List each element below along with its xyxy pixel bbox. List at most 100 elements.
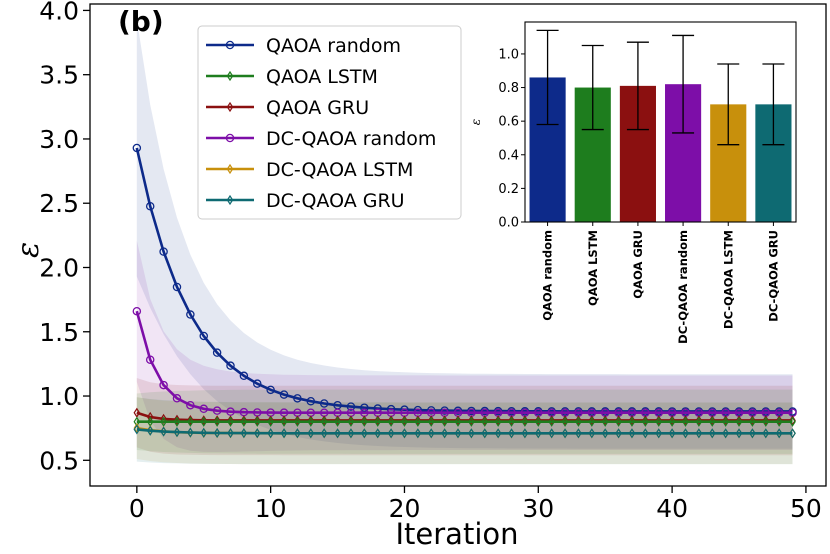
data-point — [200, 415, 208, 426]
legend-item: QAOA random — [206, 35, 401, 57]
data-point — [762, 415, 770, 426]
data-point — [655, 416, 663, 427]
legend-marker — [226, 70, 234, 82]
data-point — [199, 404, 208, 414]
x-tick-label: 10 — [255, 494, 287, 523]
y-tick-label: 3.0 — [39, 125, 79, 154]
data-point — [293, 394, 302, 403]
data-point — [695, 428, 703, 439]
data-point — [642, 415, 649, 426]
data-point — [735, 428, 743, 439]
data-point — [789, 416, 796, 427]
data-point — [279, 390, 289, 399]
y-axis-title: ε — [11, 242, 46, 258]
data-point — [266, 385, 275, 395]
legend-label: DC-QAOA LSTM — [266, 159, 413, 181]
data-point — [146, 425, 154, 436]
error-bar — [762, 63, 785, 146]
series-dc-qaoa-gru — [133, 424, 796, 439]
data-point — [561, 416, 569, 427]
data-point — [735, 416, 743, 427]
y-tick-label: 0.5 — [39, 446, 79, 475]
data-point — [213, 427, 221, 439]
inset-x-tick-label: QAOA random — [541, 230, 555, 321]
data-point — [253, 428, 261, 439]
data-point — [508, 416, 515, 427]
data-point — [133, 424, 141, 435]
data-point — [226, 407, 235, 416]
data-point — [240, 416, 248, 427]
data-point — [200, 427, 208, 438]
data-point — [427, 416, 435, 427]
data-point — [401, 428, 408, 439]
data-point — [642, 416, 649, 427]
data-point — [615, 428, 622, 439]
data-point — [227, 415, 234, 426]
legend-item: QAOA GRU — [206, 97, 369, 119]
data-point — [374, 416, 382, 427]
data-point — [334, 416, 341, 427]
data-point — [414, 416, 422, 427]
data-point — [172, 394, 182, 403]
data-point — [521, 416, 529, 427]
y-tick-label: 1.5 — [39, 318, 79, 347]
error-bar — [536, 29, 559, 126]
data-point — [481, 428, 489, 439]
error-bar — [672, 34, 695, 134]
main-series-lines — [132, 143, 797, 439]
inset-bar-chart: QAOA random QAOA LSTM QAOA GRU DC-QAOA rand… — [468, 8, 816, 344]
data-point — [267, 416, 274, 427]
data-point — [494, 415, 502, 426]
data-point — [361, 416, 368, 427]
inset-x-tick-label: QAOA GRU — [631, 230, 645, 299]
data-point — [320, 428, 328, 439]
y-tick-label: 2.0 — [39, 253, 79, 282]
legend-marker — [225, 40, 235, 50]
data-point — [642, 428, 649, 439]
legend-label: QAOA LSTM — [266, 66, 378, 88]
data-point — [307, 416, 315, 427]
data-point — [172, 282, 182, 292]
inset-y-tick-label: 1.0 — [498, 47, 519, 62]
data-point — [722, 416, 729, 427]
data-point — [521, 415, 529, 426]
inset-y-axis-title: ε — [469, 119, 483, 125]
y-tick-label: 2.5 — [39, 189, 79, 218]
inset-x-tick-label: DC-QAOA GRU — [766, 230, 780, 322]
data-point — [387, 415, 395, 426]
y-tick-label: 3.5 — [39, 61, 79, 90]
data-point — [294, 415, 301, 426]
data-point — [708, 416, 716, 427]
data-point — [414, 428, 422, 439]
legend-label: QAOA random — [266, 35, 401, 57]
data-point — [212, 348, 222, 357]
data-point — [227, 416, 234, 427]
data-point — [735, 415, 743, 426]
data-point — [615, 416, 622, 427]
data-point — [253, 379, 262, 388]
legend-marker — [225, 133, 235, 143]
data-point — [253, 415, 261, 426]
data-point — [601, 428, 609, 439]
data-point — [601, 416, 609, 427]
data-point — [548, 428, 555, 439]
data-point — [468, 428, 475, 439]
data-point — [160, 416, 167, 427]
legend-item: DC-QAOA GRU — [206, 190, 405, 212]
data-point — [682, 428, 689, 439]
data-point — [454, 428, 462, 439]
data-point — [468, 416, 475, 427]
data-point — [267, 415, 274, 426]
data-point — [186, 400, 195, 410]
data-point — [160, 426, 167, 437]
inset-x-tick-label: DC-QAOA random — [676, 230, 690, 344]
legend-item: DC-QAOA random — [206, 128, 436, 150]
data-point — [655, 415, 663, 426]
error-bar — [717, 63, 740, 146]
data-point — [441, 415, 448, 426]
data-point — [628, 428, 636, 439]
data-point — [374, 415, 382, 426]
data-point — [561, 415, 569, 426]
data-point — [588, 415, 596, 426]
